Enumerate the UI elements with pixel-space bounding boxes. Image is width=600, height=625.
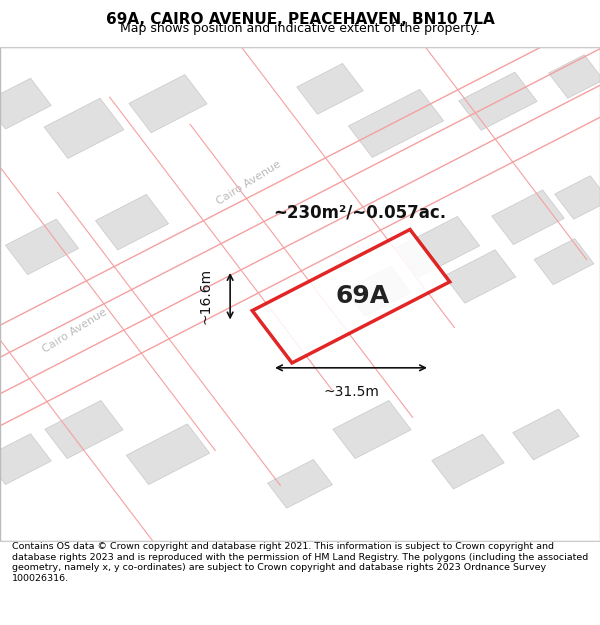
Text: ~16.6m: ~16.6m: [198, 268, 212, 324]
Polygon shape: [554, 176, 600, 219]
Polygon shape: [127, 424, 209, 484]
Text: Contains OS data © Crown copyright and database right 2021. This information is : Contains OS data © Crown copyright and d…: [12, 542, 588, 582]
Text: ~31.5m: ~31.5m: [323, 385, 379, 399]
Polygon shape: [252, 229, 450, 363]
Polygon shape: [333, 401, 411, 459]
Polygon shape: [95, 194, 169, 250]
Polygon shape: [5, 219, 79, 274]
Polygon shape: [459, 72, 537, 130]
Polygon shape: [268, 459, 332, 508]
Polygon shape: [0, 434, 51, 484]
Polygon shape: [513, 409, 579, 460]
Polygon shape: [432, 434, 504, 489]
Text: Map shows position and indicative extent of the property.: Map shows position and indicative extent…: [120, 22, 480, 35]
Polygon shape: [492, 190, 564, 244]
Polygon shape: [444, 250, 516, 303]
Polygon shape: [45, 401, 123, 459]
Text: Cairo Avenue: Cairo Avenue: [41, 307, 109, 354]
Polygon shape: [548, 55, 600, 98]
Text: 69A, CAIRO AVENUE, PEACEHAVEN, BN10 7LA: 69A, CAIRO AVENUE, PEACEHAVEN, BN10 7LA: [106, 12, 494, 27]
Polygon shape: [534, 239, 594, 284]
Text: ~230m²/~0.057ac.: ~230m²/~0.057ac.: [274, 203, 446, 221]
Text: Cairo Avenue: Cairo Avenue: [215, 159, 283, 206]
Polygon shape: [345, 266, 411, 316]
Text: 69A: 69A: [336, 284, 390, 308]
Polygon shape: [129, 74, 207, 132]
Polygon shape: [397, 216, 479, 278]
Polygon shape: [349, 89, 443, 158]
Polygon shape: [44, 98, 124, 158]
Polygon shape: [0, 78, 51, 129]
Polygon shape: [297, 64, 363, 114]
